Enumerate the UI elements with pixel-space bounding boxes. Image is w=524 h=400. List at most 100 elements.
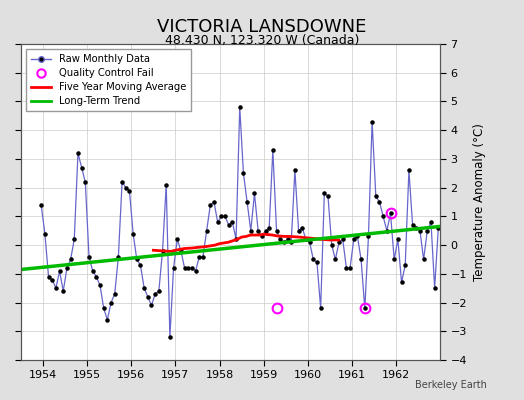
Point	[206, 202, 214, 208]
Point	[254, 228, 263, 234]
Point	[346, 265, 354, 271]
Point	[313, 259, 321, 266]
Point	[59, 288, 68, 294]
Point	[294, 228, 303, 234]
Point	[118, 179, 126, 185]
Point	[67, 256, 75, 263]
Point	[191, 268, 200, 274]
Point	[100, 305, 108, 312]
Point	[416, 228, 424, 234]
Point	[107, 299, 115, 306]
Point	[129, 230, 137, 237]
Point	[63, 265, 71, 271]
Point	[37, 202, 46, 208]
Point	[401, 262, 409, 268]
Point	[427, 219, 435, 225]
Point	[261, 228, 270, 234]
Point	[258, 233, 266, 240]
Point	[372, 193, 380, 200]
Point	[272, 228, 281, 234]
Text: VICTORIA LANSDOWNE: VICTORIA LANSDOWNE	[157, 18, 367, 36]
Point	[144, 294, 152, 300]
Y-axis label: Temperature Anomaly (°C): Temperature Anomaly (°C)	[473, 123, 486, 281]
Point	[122, 184, 130, 191]
Point	[136, 262, 145, 268]
Point	[217, 213, 225, 220]
Point	[177, 248, 185, 254]
Point	[408, 222, 417, 228]
Point	[78, 164, 86, 171]
Point	[151, 291, 159, 297]
Point	[173, 236, 181, 242]
Point	[210, 199, 218, 205]
Point	[265, 225, 274, 231]
Point	[236, 104, 244, 110]
Point	[133, 256, 141, 263]
Point	[202, 228, 211, 234]
Point	[320, 190, 329, 196]
Point	[405, 167, 413, 174]
Point	[328, 242, 336, 248]
Point	[302, 236, 310, 242]
Point	[364, 233, 373, 240]
Point	[70, 236, 79, 242]
Point	[309, 256, 318, 263]
Point	[169, 265, 178, 271]
Point	[368, 118, 376, 125]
Point	[386, 210, 395, 217]
Point	[45, 274, 53, 280]
Point	[335, 239, 343, 246]
Point	[353, 233, 362, 240]
Point	[291, 167, 299, 174]
Point	[114, 253, 123, 260]
Text: Berkeley Earth: Berkeley Earth	[416, 380, 487, 390]
Point	[41, 230, 49, 237]
Point	[48, 276, 57, 283]
Point	[199, 253, 207, 260]
Point	[125, 187, 134, 194]
Point	[375, 199, 384, 205]
Point	[162, 182, 170, 188]
Point	[397, 279, 406, 286]
Point	[283, 236, 292, 242]
Point	[361, 305, 369, 312]
Point	[166, 334, 174, 340]
Point	[423, 228, 431, 234]
Point	[195, 253, 203, 260]
Point	[85, 253, 93, 260]
Point	[221, 213, 229, 220]
Point	[269, 147, 277, 154]
Point	[52, 285, 60, 291]
Point	[247, 228, 255, 234]
Point	[434, 225, 442, 231]
Point	[412, 225, 420, 231]
Point	[324, 193, 332, 200]
Point	[89, 268, 97, 274]
Point	[147, 302, 156, 309]
Point	[96, 282, 104, 288]
Point	[305, 239, 314, 246]
Point	[111, 291, 119, 297]
Point	[430, 285, 439, 291]
Point	[331, 256, 340, 263]
Legend: Raw Monthly Data, Quality Control Fail, Five Year Moving Average, Long-Term Tren: Raw Monthly Data, Quality Control Fail, …	[26, 49, 191, 111]
Point	[81, 179, 90, 185]
Point	[287, 239, 296, 246]
Point	[250, 190, 259, 196]
Point	[232, 236, 241, 242]
Point	[339, 236, 347, 242]
Point	[140, 285, 148, 291]
Point	[103, 316, 112, 323]
Text: 48.430 N, 123.320 W (Canada): 48.430 N, 123.320 W (Canada)	[165, 34, 359, 47]
Point	[74, 150, 82, 156]
Point	[239, 170, 248, 176]
Point	[316, 305, 325, 312]
Point	[419, 256, 428, 263]
Point	[155, 288, 163, 294]
Point	[158, 248, 167, 254]
Point	[394, 236, 402, 242]
Point	[390, 256, 398, 263]
Point	[280, 239, 288, 246]
Point	[379, 213, 387, 220]
Point	[383, 228, 391, 234]
